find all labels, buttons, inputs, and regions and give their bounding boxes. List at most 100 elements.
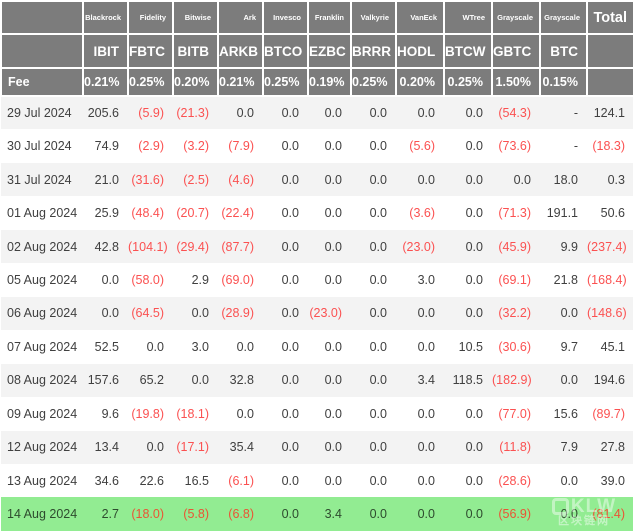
flow-value-cell: 0.0 (83, 296, 128, 331)
date-cell: 31 Jul 2024 (1, 162, 83, 197)
flow-value-cell: 22.6 (128, 463, 173, 498)
issuer-header: Grayscale (491, 0, 541, 35)
flow-value-cell: 0.0 (263, 430, 308, 464)
flow-value-cell: 0.0 (308, 397, 351, 431)
flow-value-cell: 118.5 (444, 363, 492, 398)
flow-value-cell: (22.4) (218, 196, 263, 230)
flow-value-cell: 0.0 (128, 430, 173, 464)
flow-value-cell: (71.3) (492, 196, 540, 230)
flow-value-cell: 0.0 (444, 296, 492, 331)
total-value-cell: 27.8 (587, 430, 633, 464)
fee-value: 0.25% (443, 67, 493, 97)
flow-value-cell: (32.2) (492, 296, 540, 331)
flow-value-cell: (23.0) (396, 229, 444, 264)
flow-value-cell: 9.6 (83, 397, 128, 431)
fee-header-row: Fee 0.21% 0.25% 0.20% 0.21% 0.25% 0.19% 0.25% 0.… (0, 67, 633, 97)
flow-value-cell: 0.0 (396, 330, 444, 364)
flow-value-cell: (18.1) (173, 397, 218, 431)
date-cell: 06 Aug 2024 (1, 296, 83, 331)
total-blank-cell (586, 67, 633, 97)
ticker-header: BITB (172, 33, 219, 69)
flow-value-cell: 0.0 (396, 497, 444, 531)
flow-value-cell: 15.6 (540, 397, 587, 431)
flow-value-cell: 0.0 (263, 296, 308, 331)
flow-value-cell: 0.0 (351, 363, 396, 398)
table-body: 29 Jul 2024 205.6 (5.9) (21.3) 0.0 0.0 0.0 0.0 0… (1, 96, 633, 531)
flow-value-cell: (2.5) (173, 162, 218, 197)
table-row: 01 Aug 2024 25.9 (48.4) (20.7) (22.4) 0.0 0.0 0… (1, 196, 633, 230)
issuer-header: Fidelity (127, 0, 174, 35)
flow-value-cell: (58.0) (128, 263, 173, 297)
fee-value: 0.25% (262, 67, 309, 97)
flow-value-cell: 3.0 (173, 330, 218, 364)
flow-value-cell: (54.3) (492, 96, 540, 130)
flow-value-cell: 0.0 (444, 96, 492, 130)
flow-value-cell: 0.0 (263, 263, 308, 297)
flow-value-cell: (69.1) (492, 263, 540, 297)
flow-value-cell: (87.7) (218, 229, 263, 264)
ticker-header: HODL (395, 33, 445, 69)
flow-value-cell: 205.6 (83, 96, 128, 130)
flow-value-cell: 0.0 (540, 463, 587, 498)
flow-value-cell: 0.0 (308, 430, 351, 464)
flow-value-cell: 0.0 (396, 296, 444, 331)
ticker-header: BTCO (262, 33, 309, 69)
flow-value-cell: 0.0 (492, 162, 540, 197)
flow-value-cell: 32.8 (218, 363, 263, 398)
flow-value-cell: (6.1) (218, 463, 263, 498)
total-value-cell: (237.4) (587, 229, 633, 264)
flow-value-cell: 0.0 (351, 430, 396, 464)
flow-value-cell: 0.0 (351, 397, 396, 431)
flow-value-cell: 0.0 (218, 330, 263, 364)
flow-value-cell: 0.0 (396, 96, 444, 130)
issuer-header: Invesco (262, 0, 309, 35)
issuer-header: Grayscale (539, 0, 588, 35)
flow-value-cell: 0.0 (218, 96, 263, 130)
flow-value-cell: 0.0 (308, 330, 351, 364)
flow-value-cell: 0.0 (263, 196, 308, 230)
flow-value-cell: (104.1) (128, 229, 173, 264)
flow-value-cell: 0.0 (263, 229, 308, 264)
flow-value-cell: 0.0 (218, 397, 263, 431)
flow-value-cell: 0.0 (444, 263, 492, 297)
total-value-cell: 45.1 (587, 330, 633, 364)
flow-value-cell: 0.0 (263, 96, 308, 130)
ticker-header: ARKB (217, 33, 264, 69)
ticker-header: EZBC (307, 33, 352, 69)
flow-value-cell: 0.0 (308, 162, 351, 197)
fee-value: 0.20% (172, 67, 219, 97)
flow-value-cell: (64.5) (128, 296, 173, 331)
flow-value-cell: 9.9 (540, 229, 587, 264)
ticker-header: FBTC (127, 33, 174, 69)
table-row: 29 Jul 2024 205.6 (5.9) (21.3) 0.0 0.0 0.0 0.0 0… (1, 96, 633, 130)
flow-value-cell: (20.7) (173, 196, 218, 230)
ticker-header: BTCW (443, 33, 493, 69)
flow-value-cell: - (540, 96, 587, 130)
total-value-cell: 39.0 (587, 463, 633, 498)
issuer-header-row: Blackrock Fidelity Bitwise Ark Invesco Frankl… (0, 0, 633, 35)
flow-value-cell: 0.0 (263, 497, 308, 531)
ticker-header: IBIT (82, 33, 129, 69)
flow-value-cell: 0.0 (444, 463, 492, 498)
issuer-header: VanEck (395, 0, 445, 35)
total-value-cell: 194.6 (587, 363, 633, 398)
date-cell: 05 Aug 2024 (1, 263, 83, 297)
flow-value-cell: (48.4) (128, 196, 173, 230)
fee-value: 0.21% (217, 67, 264, 97)
flow-value-cell: 25.9 (83, 196, 128, 230)
flow-value-cell: (30.6) (492, 330, 540, 364)
issuer-header: WTree (443, 0, 493, 35)
flow-value-cell: 0.0 (396, 397, 444, 431)
fee-value: 0.20% (395, 67, 445, 97)
date-cell: 29 Jul 2024 (1, 96, 83, 130)
flow-value-cell: 21.8 (540, 263, 587, 297)
flow-value-cell: 65.2 (128, 363, 173, 398)
flow-value-cell: 0.0 (128, 330, 173, 364)
fee-value: 0.15% (539, 67, 588, 97)
table-row: 05 Aug 2024 0.0 (58.0) 2.9 (69.0) 0.0 0.0 0.0 3.… (1, 263, 633, 297)
flow-value-cell: (21.3) (173, 96, 218, 130)
flow-value-cell: 0.0 (351, 497, 396, 531)
flow-value-cell: 35.4 (218, 430, 263, 464)
flow-value-cell: (3.6) (396, 196, 444, 230)
